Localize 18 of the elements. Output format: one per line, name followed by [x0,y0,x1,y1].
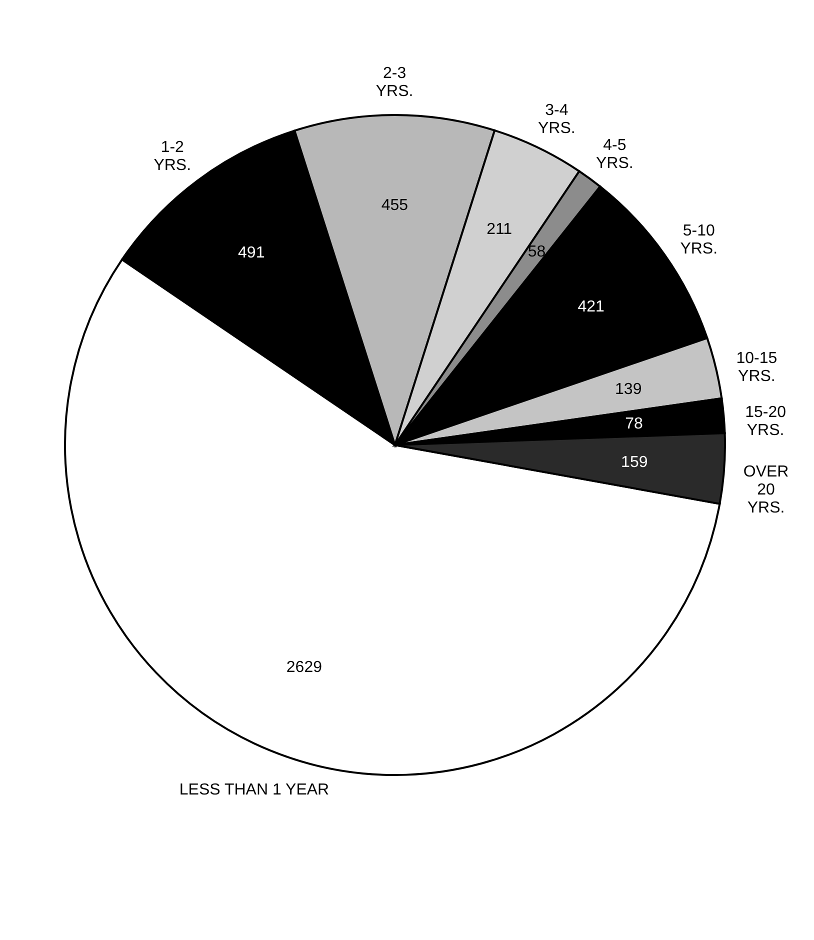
data-label: 159 [621,454,648,472]
slice-label: 4-5 YRS. [596,136,634,172]
data-label: 455 [381,197,408,214]
data-label: 139 [615,380,642,398]
slice-label: 3-4 YRS. [538,102,576,137]
slice-label: 10-15 YRS. [736,350,778,386]
slice-label: 15-20 YRS. [745,404,786,439]
data-label: 58 [528,243,546,260]
slice-label: 5-10 YRS. [680,222,718,258]
data-label: 421 [578,298,604,316]
slice-label: 1-2 YRS. [154,138,192,174]
data-label: 78 [625,416,644,433]
slice-label: OVER 20 YRS. [743,464,789,517]
data-label: 211 [486,220,512,238]
data-label: 2629 [286,659,322,676]
data-label: 491 [238,244,265,262]
slice-label: 2-3 YRS. [376,65,414,100]
slice-label: LESS THAN 1 YEAR [179,781,330,798]
